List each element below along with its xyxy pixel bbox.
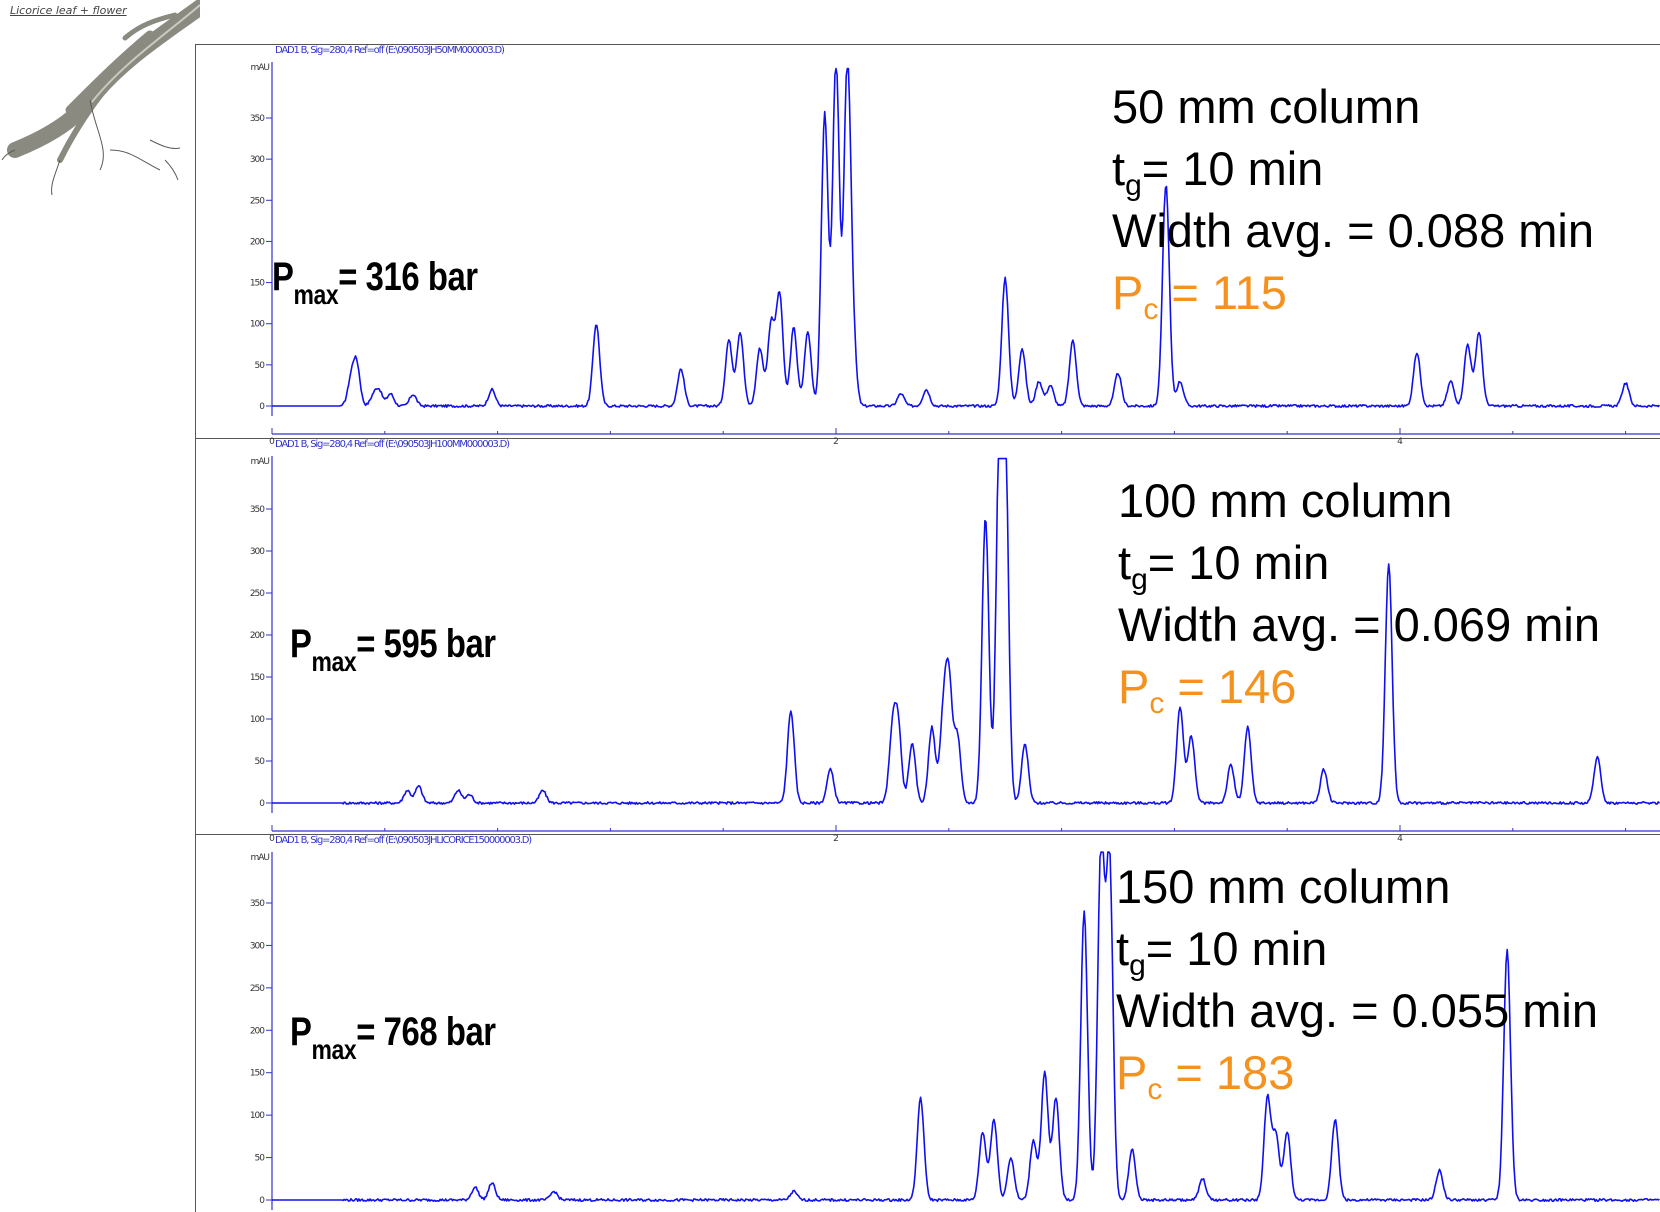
panel-2-width: Width avg. = 0.069 min — [1118, 598, 1601, 651]
panel-frame-top — [195, 44, 1660, 45]
panel-2-ytick-label-300: 300 — [250, 547, 265, 557]
panel-3-ytick-label-0: 0 — [259, 1196, 265, 1206]
panel-1-column: 50 mm column — [1112, 80, 1421, 133]
panel-2-ytick-label-0: 0 — [259, 799, 265, 809]
panel-3-tg: tg= 10 min — [1116, 922, 1328, 982]
panel-2-pmax: Pmax= 595 bar — [290, 622, 496, 677]
panel-3-ytick-label-100: 100 — [250, 1111, 265, 1121]
panel-2-trace — [272, 457, 1660, 806]
panel-2-ytick-label-150: 150 — [250, 673, 265, 683]
panel-2-column: 100 mm column — [1118, 474, 1453, 527]
panel-3-ylabel: mAU — [250, 853, 269, 863]
panel-1-ytick-label-150: 150 — [250, 279, 265, 289]
panel-1-ytick-label-250: 250 — [250, 196, 265, 206]
panel-1-pmax: Pmax= 316 bar — [272, 255, 478, 310]
panel-1-ytick-label-0: 0 — [259, 402, 265, 412]
panel-2-xtick-label-0: 0 — [269, 834, 275, 844]
panel-1-ytick-label-200: 200 — [250, 237, 265, 247]
panel-2-ytick-label-100: 100 — [250, 715, 265, 725]
panel-2-info: 100 mm column tg= 10 min Width avg. = 0.… — [1118, 470, 1601, 720]
panel-1-trace — [272, 67, 1660, 408]
panel-1-xtick-label-2: 2 — [833, 437, 839, 447]
panel-1-header: DAD1 B, Sig=280,4 Ref=off (E:\090503JH50… — [275, 45, 505, 56]
panel-2-ytick-label-250: 250 — [250, 589, 265, 599]
panel-3-pc: Pc = 183 — [1116, 1046, 1295, 1106]
panel-1-ytick-label-100: 100 — [250, 320, 265, 330]
panel-1-xtick-label-0: 0 — [269, 437, 275, 447]
panel-3-column: 150 mm column — [1116, 860, 1451, 913]
panel-1-ylabel: mAU — [250, 63, 269, 73]
panel-1-tg: tg= 10 min — [1112, 142, 1324, 202]
panel-1-ytick-label-50: 50 — [255, 361, 266, 371]
panel-3-info: 150 mm column tg= 10 min Width avg. = 0.… — [1116, 856, 1599, 1106]
panel-3-pmax: Pmax= 768 bar — [290, 1010, 496, 1065]
licorice-root-illustration — [1, 0, 200, 196]
panel-3-ytick-label-150: 150 — [250, 1069, 265, 1079]
panel-2-pc: Pc = 146 — [1118, 660, 1297, 720]
panel-2-xtick-label-2: 2 — [833, 834, 839, 844]
panel-2-tg: tg= 10 min — [1118, 536, 1330, 596]
panel-2-ylabel: mAU — [250, 457, 269, 467]
chart-frame-left — [195, 45, 196, 1212]
panel-3-ytick-label-50: 50 — [255, 1154, 266, 1164]
corner-caption: Licorice leaf + flower — [10, 4, 127, 17]
panel-2-xtick-label-4: 4 — [1397, 834, 1403, 844]
panel-3-width: Width avg. = 0.055 min — [1116, 984, 1599, 1037]
panel-3-ytick-label-350: 350 — [250, 899, 265, 909]
panel-1-ytick-label-350: 350 — [250, 114, 265, 124]
panel-1-width: Width avg. = 0.088 min — [1112, 204, 1595, 257]
panel-1-pc: Pc = 115 — [1112, 266, 1287, 326]
panel-3-header: DAD1 B, Sig=280,4 Ref=off (E:\090503JHLI… — [275, 835, 532, 846]
panel-3-ytick-label-250: 250 — [250, 984, 265, 994]
panel-1-ytick-label-300: 300 — [250, 155, 265, 165]
panel-frame-divider-1 — [195, 438, 1660, 439]
panel-2-header: DAD1 B, Sig=280,4 Ref=off (E:\090503JH10… — [275, 439, 510, 450]
panel-2-ytick-label-350: 350 — [250, 505, 265, 515]
panel-1-info: 50 mm column tg= 10 min Width avg. = 0.0… — [1112, 76, 1595, 326]
panel-frame-divider-2 — [195, 834, 1660, 835]
panel-3-ytick-label-300: 300 — [250, 941, 265, 951]
panel-3-trace — [272, 851, 1660, 1203]
panel-2-ytick-label-200: 200 — [250, 631, 265, 641]
panel-2-ytick-label-50: 50 — [255, 757, 266, 767]
panel-3-ytick-label-200: 200 — [250, 1026, 265, 1036]
panel-1-xtick-label-4: 4 — [1397, 437, 1403, 447]
